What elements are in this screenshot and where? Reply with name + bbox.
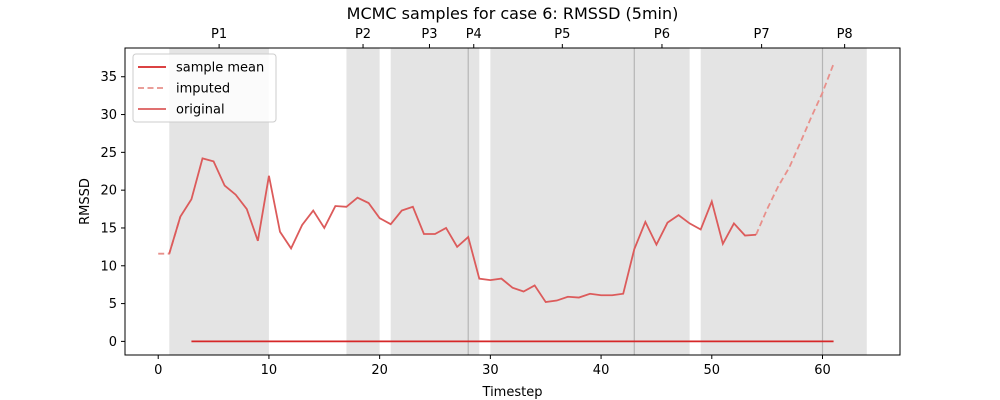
imputed-line xyxy=(755,63,835,236)
chart-title: MCMC samples for case 6: RMSSD (5min) xyxy=(347,4,679,23)
period-label-p3: P3 xyxy=(421,27,437,42)
shaded-period-p3 xyxy=(390,48,469,355)
x-tick-label: 10 xyxy=(261,363,278,378)
y-tick-label: 5 xyxy=(109,297,117,312)
y-tick-label: 15 xyxy=(100,221,117,236)
x-tick-label: 40 xyxy=(593,363,610,378)
y-tick-label: 10 xyxy=(100,259,117,274)
period-label-p8: P8 xyxy=(837,27,853,42)
legend-box xyxy=(132,53,277,123)
y-axis-label: RMSSD xyxy=(78,178,93,225)
shaded-period-p5 xyxy=(490,48,635,355)
x-tick-label: 20 xyxy=(371,363,388,378)
period-label-p2: P2 xyxy=(355,27,371,42)
period-label-p7: P7 xyxy=(754,27,770,42)
shaded-period-p6 xyxy=(634,48,690,355)
x-axis-ticks: 0 10 20 30 40 50 60 xyxy=(154,355,831,378)
period-label-p4: P4 xyxy=(466,27,482,42)
x-tick-label: 0 xyxy=(154,363,162,378)
y-tick-label: 35 xyxy=(100,70,117,85)
y-tick-label: 25 xyxy=(100,146,117,161)
original-line xyxy=(168,157,757,304)
x-tick-label: 50 xyxy=(704,363,721,378)
period-label-p1: P1 xyxy=(211,27,227,42)
x-tick-label: 60 xyxy=(814,363,831,378)
y-axis-ticks: 0 5 10 15 20 25 30 35 xyxy=(100,70,125,350)
shaded-period-p4 xyxy=(468,48,480,355)
y-tick-label: 0 xyxy=(109,335,117,350)
x-tick-label: 30 xyxy=(482,363,499,378)
period-label-p6: P6 xyxy=(654,27,670,42)
series-lines xyxy=(158,63,835,343)
plot-frame xyxy=(124,47,901,356)
legend-label-imputed: imputed xyxy=(176,82,230,97)
shaded-periods xyxy=(169,48,867,355)
period-label-p5: P5 xyxy=(554,27,570,42)
period-boundaries xyxy=(467,48,824,355)
y-tick-label: 20 xyxy=(100,184,117,199)
period-labels: P1 P2 P3 P4 P5 P6 P7 P8 xyxy=(211,27,853,48)
legend: sample mean imputed original xyxy=(132,53,277,123)
legend-label-original: original xyxy=(176,103,225,118)
shaded-period-p8 xyxy=(822,48,867,355)
x-axis-label: Timestep xyxy=(482,385,543,400)
shaded-period-p2 xyxy=(346,48,380,355)
shaded-period-p7 xyxy=(700,48,823,355)
legend-label-sample-mean: sample mean xyxy=(176,61,264,76)
y-tick-label: 30 xyxy=(100,108,117,123)
